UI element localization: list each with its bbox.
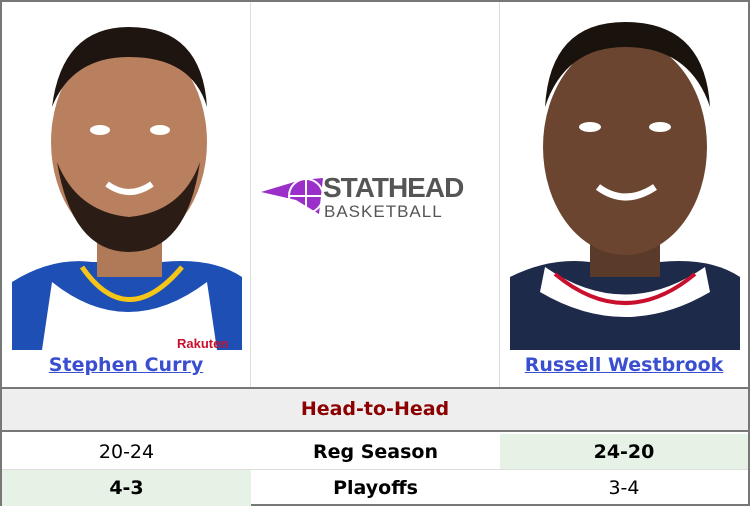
svg-text:BASKETBALL: BASKETBALL xyxy=(324,202,443,221)
row-label: Playoffs xyxy=(333,477,418,499)
section-title: Head-to-Head xyxy=(2,387,748,432)
stathead-basketball-logo: STATHEAD BASKETBALL xyxy=(261,172,465,221)
table-row: 20-24 Reg Season 24-20 xyxy=(2,434,748,470)
logo-panel: STATHEAD BASKETBALL xyxy=(251,2,500,387)
row-label: Reg Season xyxy=(312,441,438,463)
player-left-link[interactable]: Stephen Curry xyxy=(48,354,204,376)
russell-westbrook-photo xyxy=(510,12,740,350)
right-value: 3-4 xyxy=(608,477,640,499)
stephen-curry-photo: Rakuten xyxy=(12,12,242,350)
svg-text:STATHEAD: STATHEAD xyxy=(323,172,464,203)
player-right-link[interactable]: Russell Westbrook xyxy=(524,354,724,376)
left-value: 20-24 xyxy=(98,441,155,463)
player-left-panel: Rakuten Stephen Curry xyxy=(2,2,251,387)
table-row: 4-3 Playoffs 3-4 xyxy=(2,470,748,506)
svg-text:Rakuten: Rakuten xyxy=(177,336,228,350)
right-value: 24-20 xyxy=(500,434,748,469)
left-value: 4-3 xyxy=(2,470,251,506)
player-right-panel: Russell Westbrook xyxy=(500,2,748,387)
